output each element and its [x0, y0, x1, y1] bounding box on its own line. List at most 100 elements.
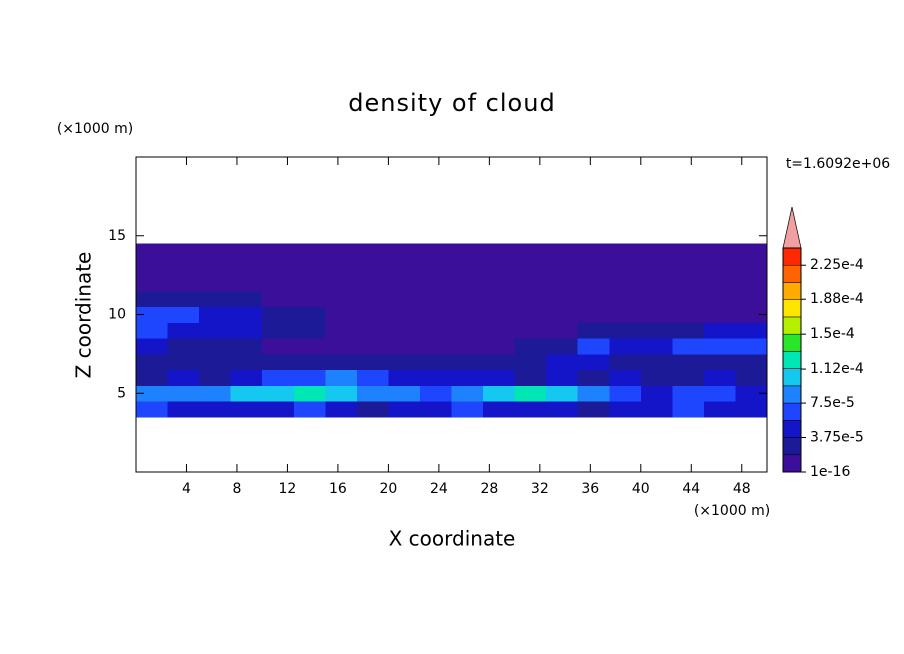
contour-cell — [577, 369, 610, 386]
chart-title: density of cloud — [348, 89, 555, 117]
contour-cell — [735, 243, 768, 260]
contour-cell — [609, 290, 642, 308]
contour-cell — [546, 322, 579, 339]
contour-cell — [451, 306, 484, 323]
contour-cell — [293, 401, 326, 418]
contour-cell — [262, 338, 295, 355]
contour-cell — [483, 290, 516, 308]
contour-cell — [514, 322, 547, 339]
contour-cell — [451, 322, 484, 339]
contour-cell — [483, 275, 516, 292]
contour-cell — [609, 243, 642, 260]
contour-cell — [388, 243, 421, 260]
contour-cell — [483, 369, 516, 386]
contour-cell — [388, 322, 421, 339]
contour-cell — [199, 243, 232, 260]
contour-cell — [483, 322, 516, 339]
contour-cell — [577, 306, 610, 323]
colorbar-tick-label: 7.5e-5 — [810, 395, 855, 411]
contour-cell — [577, 243, 610, 260]
contour-cell — [640, 401, 673, 418]
contour-cell — [199, 275, 232, 292]
x-tick-label: 28 — [480, 481, 498, 497]
contour-cell — [703, 369, 737, 386]
contour-cell — [388, 369, 421, 386]
contour-cell — [262, 353, 295, 371]
contour-cell — [672, 259, 705, 276]
contour-cell — [514, 243, 547, 260]
contour-cell — [325, 275, 358, 292]
colorbar-box — [782, 454, 802, 473]
contour-cell — [136, 275, 169, 292]
contour-cell — [672, 243, 705, 260]
x-axis-label: X coordinate — [389, 527, 516, 551]
contour-cell — [136, 338, 169, 355]
contour-cell — [136, 259, 169, 276]
contour-cell — [230, 306, 263, 323]
contour-cell — [356, 243, 389, 260]
contour-cell — [577, 275, 610, 292]
contour-cell — [262, 243, 295, 260]
contour-cell — [136, 290, 169, 308]
contour-cell — [451, 338, 484, 355]
contour-cell — [609, 322, 642, 339]
contour-cell — [703, 353, 737, 371]
contour-cell — [640, 353, 673, 371]
contour-cell — [167, 369, 200, 386]
x-tick-label: 36 — [581, 481, 599, 497]
contour-cell — [262, 259, 295, 276]
contour-cell — [546, 306, 579, 323]
contour-cell — [293, 369, 326, 386]
contour-cell — [262, 385, 295, 402]
contour-cell — [735, 385, 768, 402]
contour-cell — [514, 275, 547, 292]
contour-cell — [451, 259, 484, 276]
contour-cell — [356, 306, 389, 323]
colorbar-frame — [782, 247, 802, 473]
contour-cell — [293, 243, 326, 260]
contour-cell — [640, 322, 673, 339]
contour-cell — [325, 290, 358, 308]
contour-cell — [199, 385, 232, 402]
contour-cell — [483, 401, 516, 418]
colorbar-box — [782, 420, 802, 438]
contour-field — [136, 243, 768, 418]
contour-cell — [388, 275, 421, 292]
contour-cell — [356, 322, 389, 339]
contour-cell — [451, 385, 484, 402]
contour-cell — [356, 338, 389, 355]
contour-cell — [136, 385, 169, 402]
contour-cell — [735, 369, 768, 386]
contour-cell — [325, 401, 358, 418]
contour-cell — [419, 243, 453, 260]
contour-cell — [609, 275, 642, 292]
colorbar-tick-label: 1.5e-4 — [810, 326, 855, 342]
contour-cell — [199, 338, 232, 355]
colorbar-tick-label: 1.12e-4 — [810, 361, 864, 377]
contour-cell — [546, 401, 579, 418]
contour-cell — [325, 243, 358, 260]
contour-cell — [703, 290, 737, 308]
contour-cell — [136, 306, 169, 323]
contour-cell — [577, 385, 610, 402]
contour-cell — [388, 259, 421, 276]
contour-cell — [293, 385, 326, 402]
contour-cell — [293, 290, 326, 308]
contour-cell — [577, 322, 610, 339]
contour-cell — [230, 322, 263, 339]
contour-cell — [577, 290, 610, 308]
contour-cell — [325, 338, 358, 355]
contour-cell — [230, 243, 263, 260]
contour-cell — [388, 306, 421, 323]
contour-cell — [293, 353, 326, 371]
contour-cell — [199, 353, 232, 371]
contour-cell — [293, 275, 326, 292]
contour-cell — [325, 353, 358, 371]
contour-cell — [356, 401, 389, 418]
colorbar-box — [782, 316, 802, 335]
contour-cell — [609, 353, 642, 371]
contour-cell — [419, 385, 453, 402]
contour-cell — [451, 290, 484, 308]
contour-cell — [609, 259, 642, 276]
